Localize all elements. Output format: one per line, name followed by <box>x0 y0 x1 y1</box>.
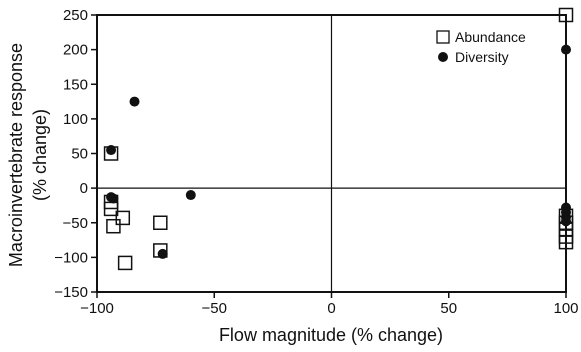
y-axis-title-line-2: (% change) <box>30 109 50 201</box>
abundance-point <box>558 7 574 23</box>
y-tick-label: 100 <box>63 111 88 128</box>
legend-label-diversity: Diversity <box>455 49 509 65</box>
axis-ticks <box>91 14 567 298</box>
x-tick-label: 50 <box>440 300 457 317</box>
y-axis-title-line-1: Macroinvertebrate response <box>6 43 26 267</box>
x-tick-label: −100 <box>80 300 114 317</box>
y-tick-label: −100 <box>54 249 88 266</box>
abundance-point <box>115 210 131 226</box>
diversity-point <box>185 190 196 201</box>
y-tick-label: 50 <box>71 146 88 163</box>
data-points <box>103 7 574 271</box>
abundance-point <box>117 255 133 271</box>
y-tick-label: 0 <box>80 180 88 197</box>
x-axis-title: Flow magnitude (% change) <box>219 325 443 345</box>
abundance-point <box>106 218 121 234</box>
diversity-point <box>108 193 119 204</box>
diversity-point <box>129 96 140 107</box>
x-tick-label: 100 <box>553 300 578 317</box>
series-abundance <box>103 7 574 271</box>
x-tick-label: −50 <box>202 300 227 317</box>
legend-swatch-diversity <box>438 52 448 62</box>
y-tick-label: 150 <box>63 76 88 93</box>
diversity-point <box>106 145 117 156</box>
y-tick-label: −50 <box>63 215 88 232</box>
diversity-point <box>561 44 571 55</box>
x-tick-label: 0 <box>327 300 335 317</box>
series-diversity <box>106 44 571 259</box>
legend-label-abundance: Abundance <box>455 29 526 45</box>
y-tick-label: 250 <box>63 7 88 24</box>
y-tick-label: −150 <box>54 284 88 301</box>
y-tick-label: 200 <box>63 42 88 59</box>
diversity-point <box>157 248 168 259</box>
abundance-point <box>558 234 574 250</box>
legend: Abundance Diversity <box>436 29 526 65</box>
legend-swatch-abundance <box>436 30 450 44</box>
abundance-point <box>153 215 168 230</box>
diversity-point <box>561 216 571 227</box>
